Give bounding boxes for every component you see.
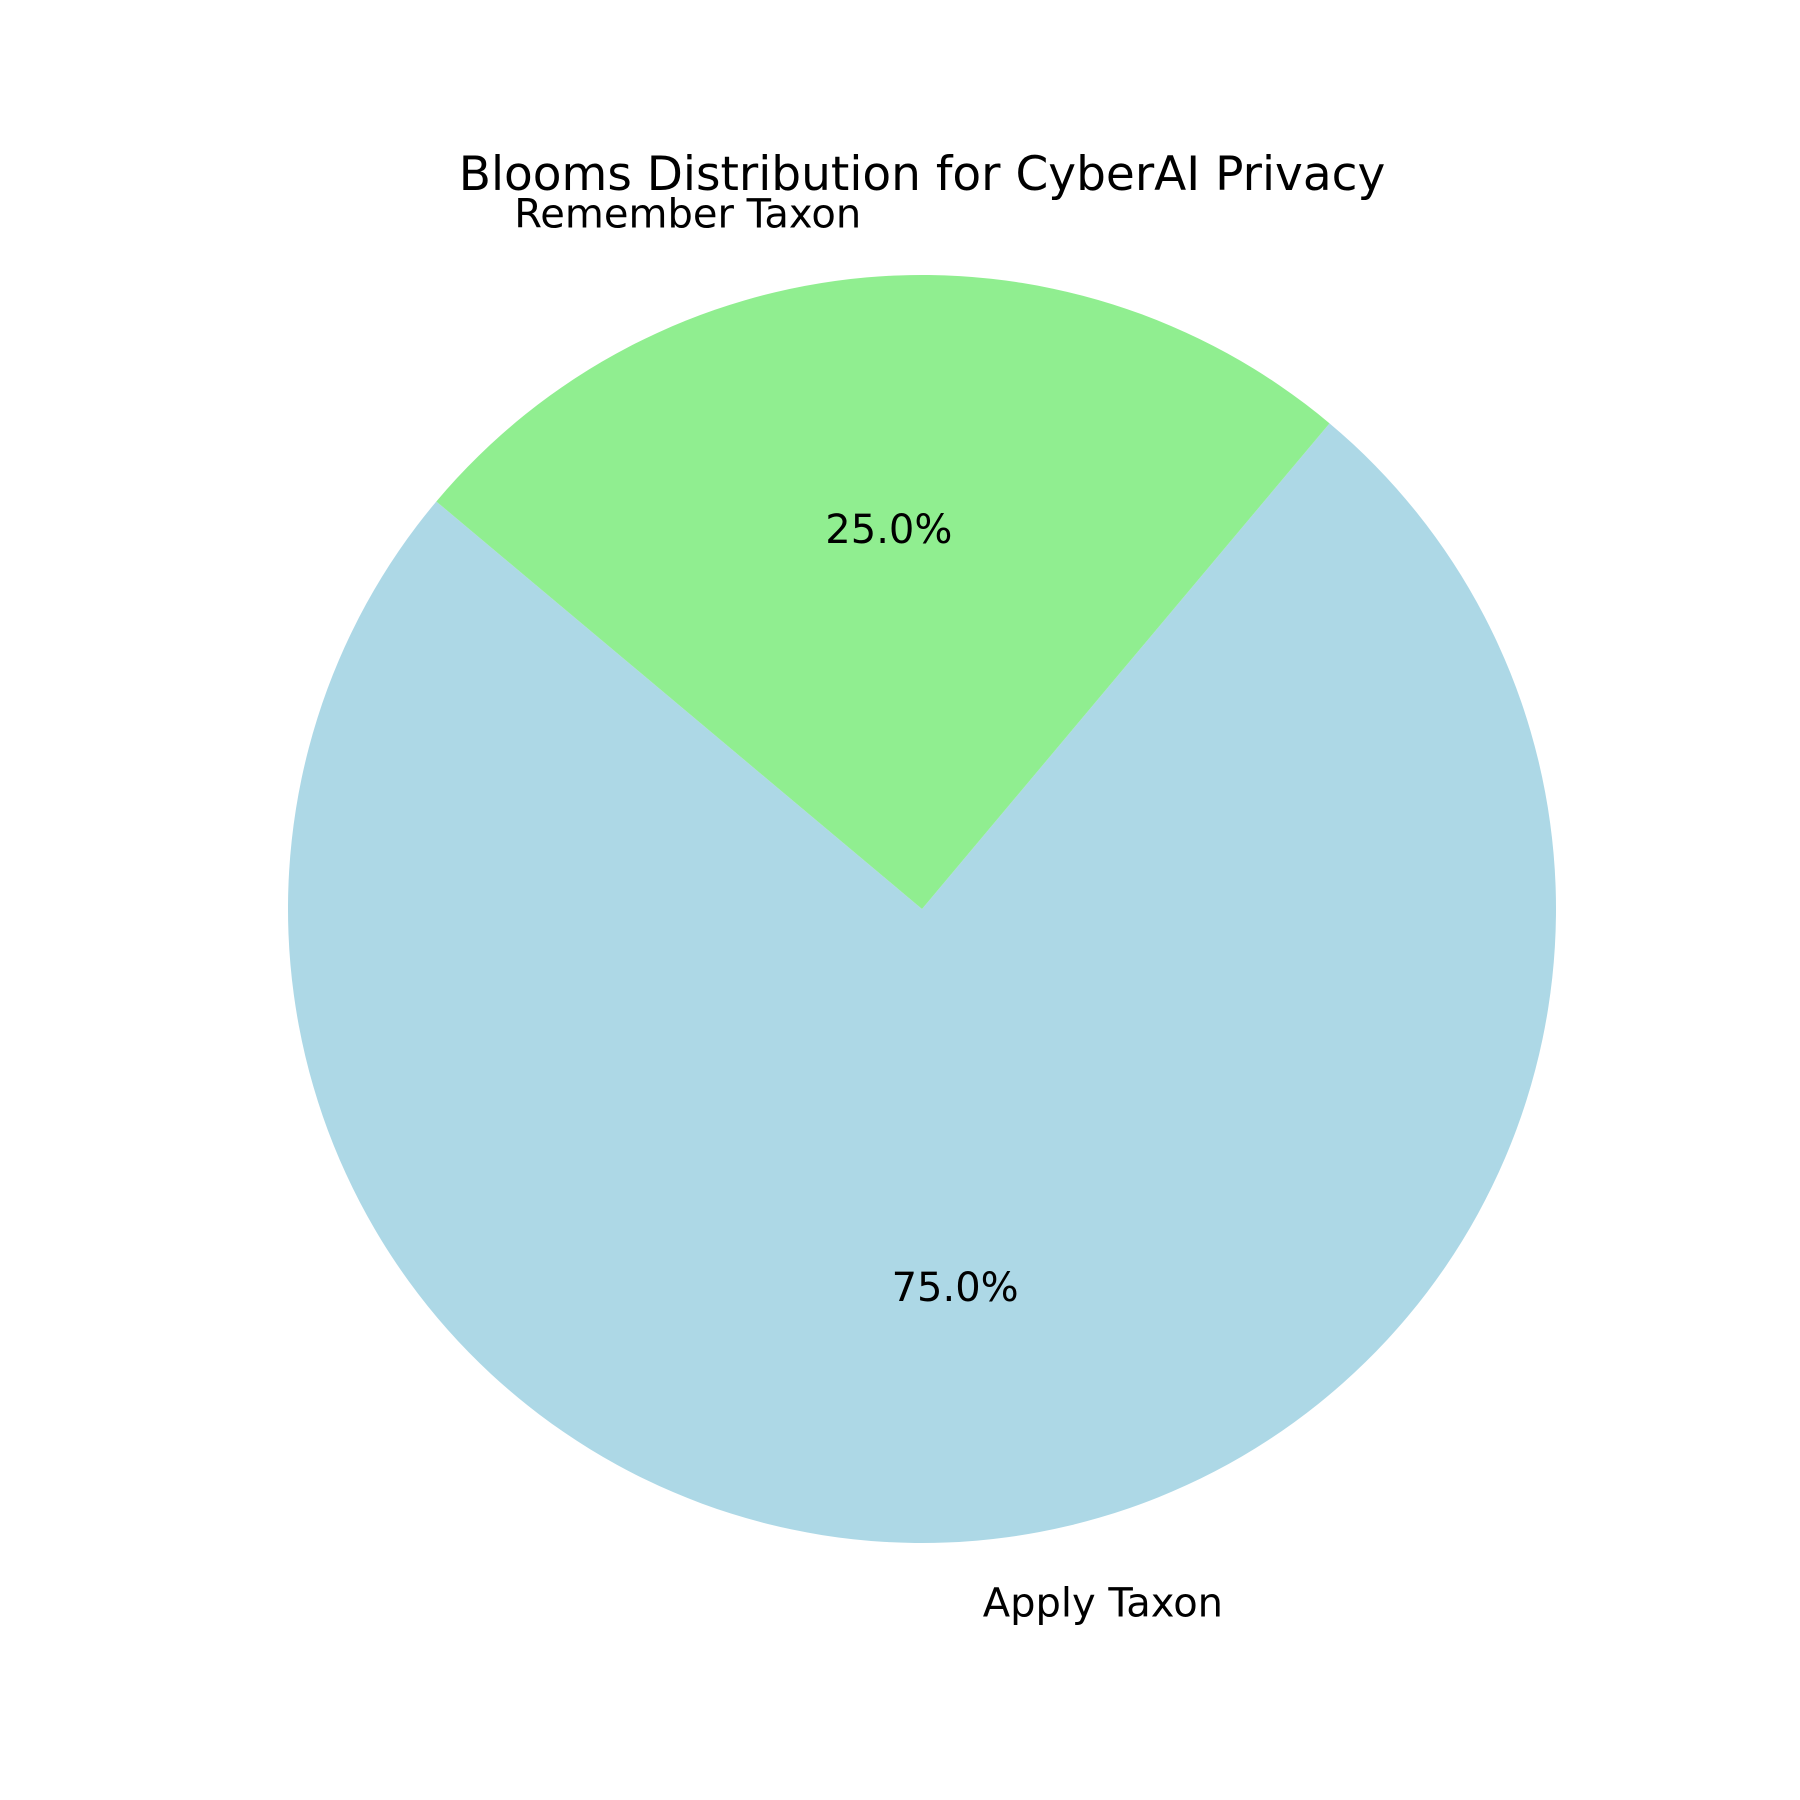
pie-labels: 75.0% Apply Taxon 25.0% Remember Taxon	[514, 191, 1223, 1626]
chart-title: Blooms Distribution for CyberAI Privacy	[459, 147, 1386, 202]
pie-slices	[288, 275, 1556, 1544]
pie-slice-remember-taxon	[436, 275, 1330, 909]
pie-slice-apply-taxon	[288, 423, 1556, 1544]
pct-label-remember-taxon: 25.0%	[825, 507, 952, 553]
slice-label-remember-taxon: Remember Taxon	[514, 191, 861, 237]
slice-label-apply-taxon: Apply Taxon	[983, 1581, 1223, 1627]
pct-label-apply-taxon: 75.0%	[892, 1265, 1019, 1311]
